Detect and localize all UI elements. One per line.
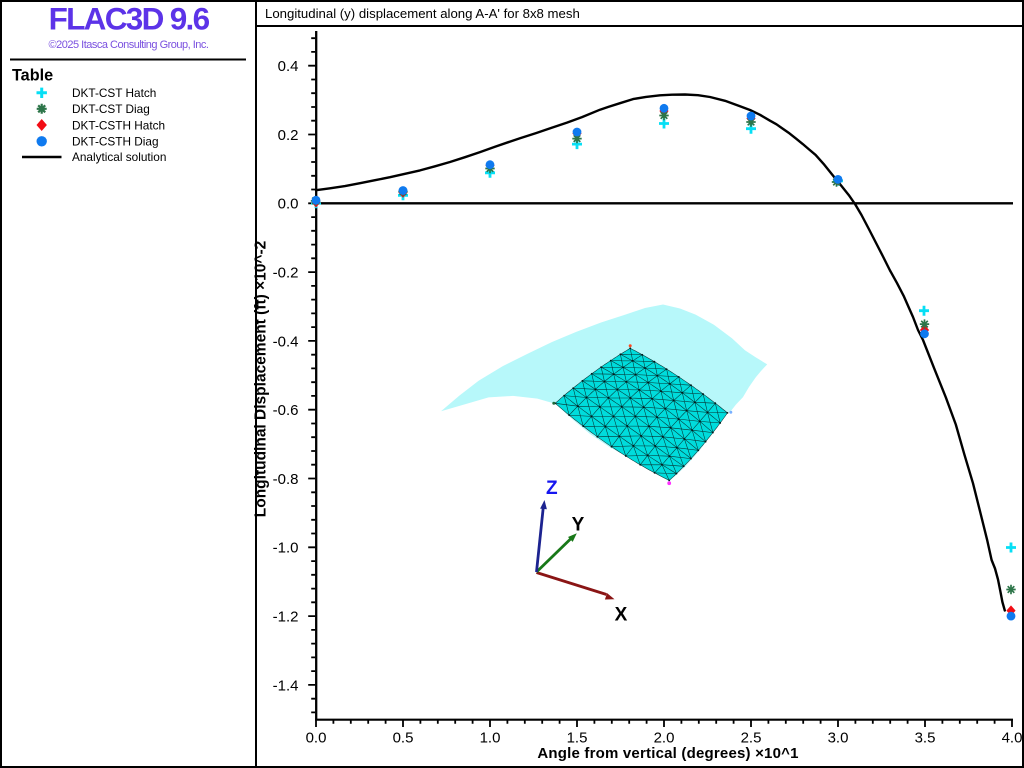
svg-text:0.2: 0.2 [278,127,299,144]
svg-text:Y: Y [572,515,585,536]
svg-text:-0.4: -0.4 [273,333,299,350]
svg-text:DKT-CST Diag: DKT-CST Diag [72,102,150,116]
svg-text:3.0: 3.0 [828,729,849,746]
svg-text:0.0: 0.0 [306,729,327,746]
svg-text:Angle from vertical (degrees): Angle from vertical (degrees) ×10^1 [537,745,798,762]
svg-text:DKT-CST Hatch: DKT-CST Hatch [72,86,156,100]
svg-text:DKT-CSTH Hatch: DKT-CSTH Hatch [72,118,165,132]
svg-text:0.5: 0.5 [393,729,414,746]
svg-text:X: X [615,605,628,626]
svg-text:Z: Z [546,478,558,499]
svg-text:Table: Table [12,66,53,84]
svg-text:Analytical solution: Analytical solution [72,150,166,164]
svg-text:-0.2: -0.2 [273,265,299,282]
svg-text:-1.2: -1.2 [273,609,299,626]
svg-text:4.0: 4.0 [1002,729,1023,746]
svg-text:0.4: 0.4 [278,58,299,75]
svg-text:2.0: 2.0 [654,729,675,746]
svg-text:-1.4: -1.4 [273,677,299,694]
svg-text:-1.0: -1.0 [273,540,299,557]
svg-text:1.5: 1.5 [567,729,588,746]
svg-text:1.0: 1.0 [480,729,501,746]
svg-text:2.5: 2.5 [741,729,762,746]
svg-text:3.5: 3.5 [915,729,936,746]
svg-text:©2025 Itasca Consulting Group,: ©2025 Itasca Consulting Group, Inc. [49,39,209,51]
svg-text:0.0: 0.0 [278,196,299,213]
svg-text:DKT-CSTH Diag: DKT-CSTH Diag [72,135,159,149]
svg-text:Longitudinal (y) displacement: Longitudinal (y) displacement along A-A'… [265,6,580,21]
svg-text:-0.6: -0.6 [273,402,299,419]
svg-text:FLAC3D 9.6: FLAC3D 9.6 [49,1,210,37]
svg-text:-0.8: -0.8 [273,471,299,488]
